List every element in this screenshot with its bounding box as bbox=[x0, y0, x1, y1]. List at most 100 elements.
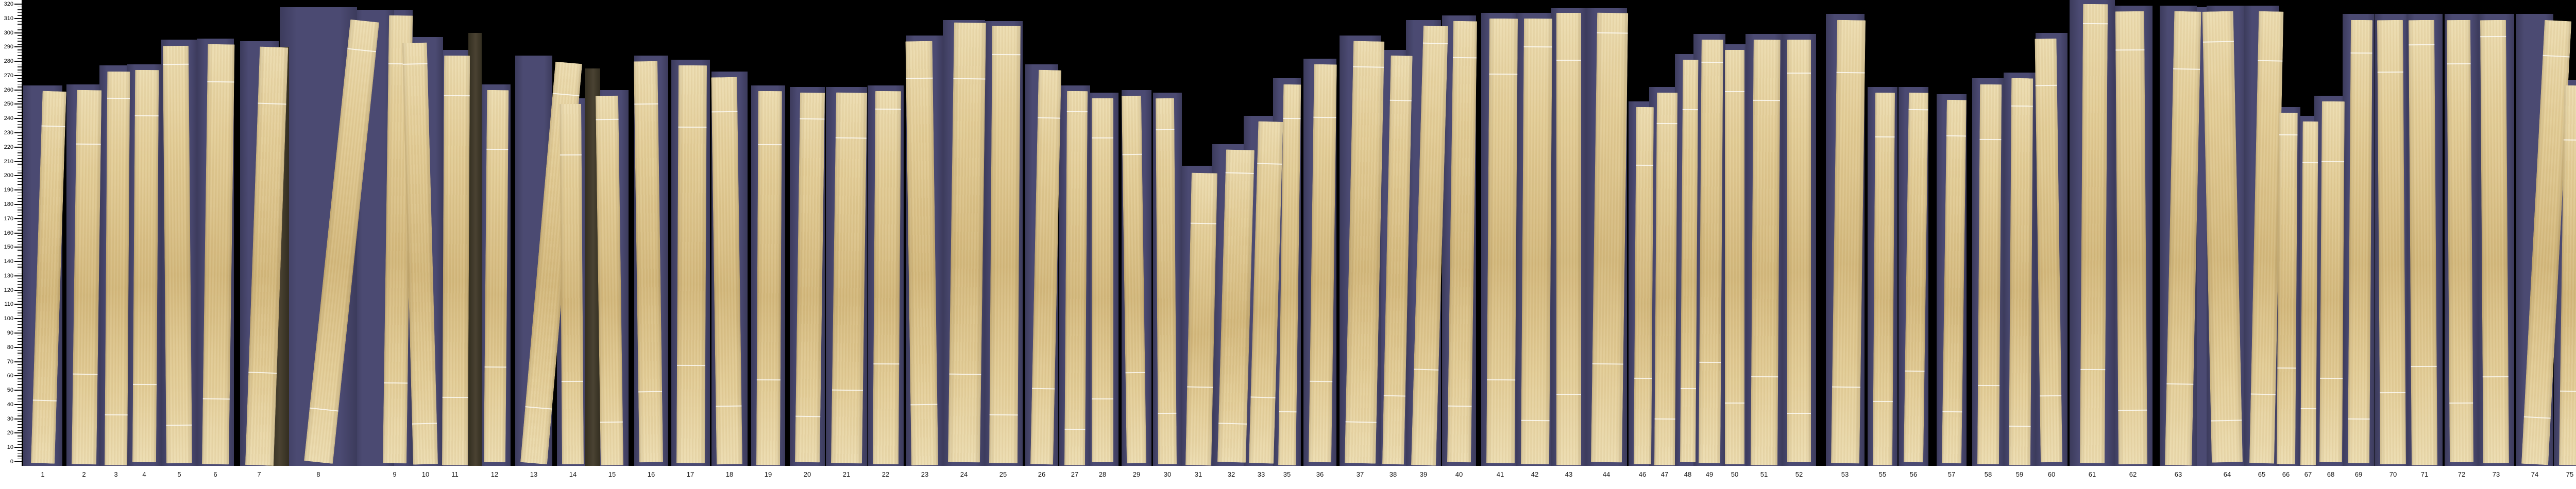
y-axis-minor-tick bbox=[18, 95, 22, 96]
strip-number-label: 29 bbox=[1132, 470, 1141, 478]
strip-mark-line bbox=[107, 97, 130, 99]
specimen-strip bbox=[756, 91, 782, 466]
strip-mark-line bbox=[832, 389, 863, 391]
y-axis-minor-tick bbox=[18, 284, 22, 285]
specimen-strip bbox=[2408, 20, 2437, 466]
strip-mark-line bbox=[1592, 363, 1623, 365]
y-axis-minor-tick bbox=[18, 155, 22, 156]
strip-number-label: 33 bbox=[1257, 470, 1265, 478]
strip-mark-line bbox=[2321, 161, 2345, 163]
strip-mark-line bbox=[2320, 377, 2343, 379]
specimen-strip bbox=[2319, 101, 2345, 463]
strip-number-label: 59 bbox=[2015, 470, 2024, 478]
strip-mark-line bbox=[41, 126, 65, 128]
y-axis-minor-tick bbox=[18, 401, 22, 403]
strip-mark-line bbox=[1701, 62, 1723, 63]
y-axis-minor-tick bbox=[18, 135, 22, 136]
strip-mark-line bbox=[1486, 379, 1515, 381]
y-axis-minor-tick bbox=[18, 172, 22, 173]
strip-mark-line bbox=[992, 54, 1021, 55]
strip-mark-line bbox=[953, 78, 986, 80]
strip-number-label: 30 bbox=[1163, 470, 1172, 478]
y-axis-tick-label: 50 bbox=[7, 387, 13, 394]
strip-number-label: 21 bbox=[842, 470, 851, 478]
strip-mark-line bbox=[2080, 369, 2106, 371]
strip-mark-line bbox=[2380, 392, 2406, 394]
specimen-strip bbox=[2300, 121, 2318, 466]
strip-number-label: 63 bbox=[2174, 470, 2182, 478]
strip-number-label: 52 bbox=[1795, 470, 1803, 478]
y-axis-tick-label: 220 bbox=[4, 144, 13, 150]
y-axis-minor-tick bbox=[18, 101, 22, 102]
scan-shadow-band bbox=[468, 32, 482, 466]
strip-mark-line bbox=[2040, 395, 2062, 397]
strip-mark-line bbox=[1636, 164, 1654, 166]
y-axis-tick-label: 250 bbox=[4, 101, 13, 108]
specimen-strip bbox=[873, 91, 902, 465]
strip-number-label: 27 bbox=[1071, 470, 1079, 478]
specimen-strip bbox=[1634, 107, 1654, 465]
strip-mark-line bbox=[1832, 386, 1860, 388]
strip-mark-line bbox=[2350, 52, 2372, 54]
y-axis-major-tick bbox=[14, 46, 22, 48]
strip-mark-line bbox=[1156, 129, 1175, 131]
strip-number-label: 72 bbox=[2458, 470, 2466, 478]
strip-mark-line bbox=[105, 414, 128, 416]
specimen-strip bbox=[2115, 11, 2147, 465]
specimen-strip bbox=[676, 65, 707, 464]
strip-number-label: 7 bbox=[257, 470, 261, 478]
y-axis-minor-tick bbox=[18, 144, 22, 145]
strip-number-label: 56 bbox=[1909, 470, 1918, 478]
strip-mark-line bbox=[873, 363, 900, 365]
y-axis-minor-tick bbox=[18, 378, 22, 379]
strip-mark-line bbox=[2250, 393, 2276, 395]
y-axis-tick-label: 150 bbox=[4, 244, 13, 251]
strip-mark-line bbox=[1313, 116, 1336, 118]
y-axis-minor-tick bbox=[18, 395, 22, 396]
y-axis-tick-label: 100 bbox=[4, 316, 13, 322]
y-axis-major-tick bbox=[14, 346, 22, 348]
y-axis-minor-tick bbox=[18, 435, 22, 436]
y-axis-minor-tick bbox=[18, 98, 22, 99]
strip-mark-line bbox=[2211, 420, 2242, 422]
strip-number-label: 40 bbox=[1455, 470, 1463, 478]
strip-mark-line bbox=[1448, 405, 1472, 407]
strip-number-label: 65 bbox=[2258, 470, 2266, 478]
strip-mark-line bbox=[2011, 106, 2033, 107]
specimen-strip bbox=[72, 90, 102, 465]
y-axis-major-tick bbox=[14, 161, 22, 162]
y-axis-tick-label: 180 bbox=[4, 201, 13, 207]
strip-mark-line bbox=[1225, 172, 1254, 174]
y-axis-major-tick bbox=[14, 75, 22, 76]
strip-mark-line bbox=[1942, 411, 1962, 413]
strip-mark-line bbox=[1257, 163, 1282, 165]
y-axis-minor-tick bbox=[18, 307, 22, 308]
strip-mark-line bbox=[202, 398, 230, 400]
strip-number-label: 19 bbox=[764, 470, 772, 478]
strip-mark-line bbox=[552, 93, 580, 97]
y-axis-minor-tick bbox=[18, 115, 22, 116]
y-axis-major-tick bbox=[14, 304, 22, 305]
y-axis-minor-tick bbox=[18, 230, 22, 231]
strip-mark-line bbox=[1725, 402, 1744, 404]
strip-mark-line bbox=[1422, 42, 1448, 44]
strip-number-label: 70 bbox=[2389, 470, 2397, 478]
strip-number-label: 58 bbox=[1984, 470, 1992, 478]
specimen-strip bbox=[2009, 78, 2033, 466]
strip-mark-line bbox=[875, 109, 901, 110]
y-axis-minor-tick bbox=[18, 169, 22, 171]
y-axis-minor-tick bbox=[18, 301, 22, 302]
y-axis-minor-tick bbox=[18, 129, 22, 131]
y-axis-minor-tick bbox=[18, 312, 22, 313]
strip-mark-line bbox=[1383, 395, 1405, 397]
strip-number-label: 22 bbox=[882, 470, 890, 478]
strip-mark-line bbox=[1521, 420, 1550, 422]
y-axis-minor-tick bbox=[18, 41, 22, 42]
specimen-strip bbox=[795, 92, 825, 463]
y-axis-minor-tick bbox=[18, 241, 22, 242]
strip-mark-line bbox=[2173, 68, 2200, 70]
y-axis-minor-tick bbox=[18, 181, 22, 182]
y-axis-minor-tick bbox=[18, 269, 22, 271]
strip-mark-line bbox=[1283, 117, 1301, 119]
strip-mark-line bbox=[1908, 109, 1928, 111]
